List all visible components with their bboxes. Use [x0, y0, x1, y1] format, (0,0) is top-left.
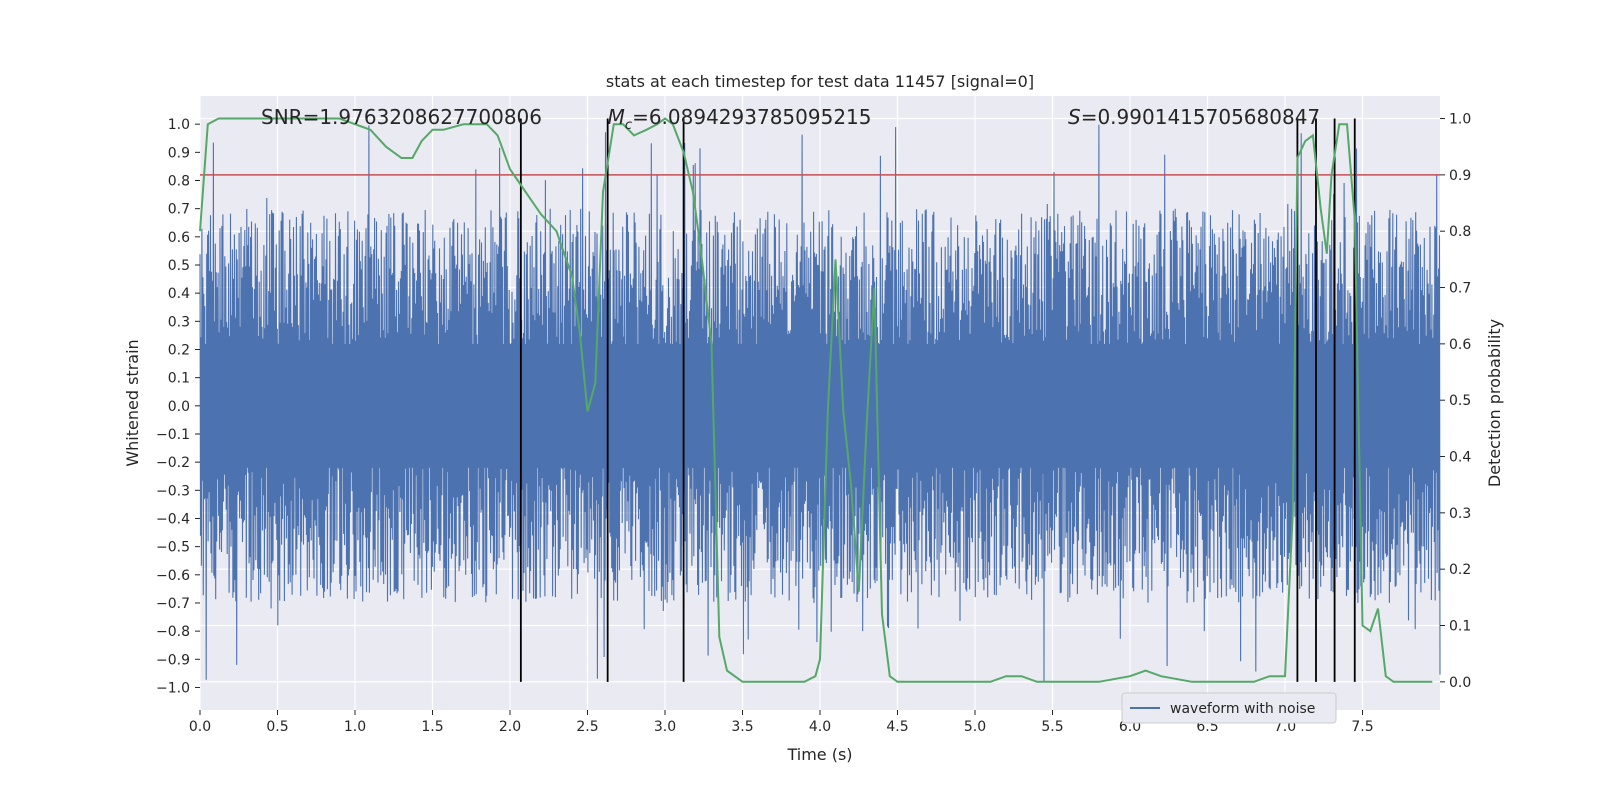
y-right-axis-ticks: 0.0 0.1 0.2 0.3 0.4 0.5 0.6 0.7 0.8 0.9 1.0 [1440, 112, 1471, 691]
x-tick-label: 2.0 [499, 719, 521, 735]
x-tick-label: 0.0 [189, 719, 211, 735]
y-left-axis-label: Whitened strain [123, 339, 142, 466]
annotation-snr: SNR=1.9763208627700806 [261, 105, 542, 129]
annotation-chirp-mass: Mc=6.0894293785095215 [608, 105, 872, 133]
x-tick-label: 1.0 [344, 719, 366, 735]
x-tick-label: 7.5 [1351, 719, 1373, 735]
x-axis-label: Time (s) [786, 745, 852, 764]
x-tick-label: 2.5 [576, 719, 598, 735]
y-left-tick-label: 1.0 [168, 117, 190, 133]
y-left-tick-label: −0.3 [156, 483, 190, 499]
y-left-tick-label: 0.2 [168, 342, 190, 358]
x-tick-label: 1.5 [421, 719, 443, 735]
y-left-tick-label: 0.6 [168, 230, 190, 246]
x-tick-label: 5.5 [1041, 719, 1063, 735]
x-tick-label: 3.5 [731, 719, 753, 735]
x-tick-label: 0.5 [266, 719, 288, 735]
annotations: SNR=1.9763208627700806 Mc=6.0894293785095… [261, 105, 1320, 133]
y-left-tick-label: −0.5 [156, 540, 190, 556]
y-left-axis-ticks: −1.0 −0.9 −0.8 −0.7 −0.6 −0.5 −0.4 −0.3 −0.2 −0.1… [156, 117, 200, 696]
x-tick-label: 3.0 [654, 719, 676, 735]
y-left-tick-label: −0.2 [156, 455, 190, 471]
waveform-core [200, 343, 1440, 468]
y-left-tick-label: 0.1 [168, 371, 190, 387]
y-left-tick-label: −0.1 [156, 427, 190, 443]
y-right-tick-label: 0.1 [1449, 619, 1471, 635]
y-right-tick-label: 0.6 [1449, 337, 1471, 353]
y-right-tick-label: 0.3 [1449, 506, 1471, 522]
y-right-tick-label: 1.0 [1449, 112, 1471, 128]
y-left-tick-label: 0.7 [168, 202, 190, 218]
y-right-tick-label: 0.4 [1449, 450, 1471, 466]
y-left-tick-label: 0.0 [168, 399, 190, 415]
x-tick-label: 5.0 [964, 719, 986, 735]
x-tick-label: 4.5 [886, 719, 908, 735]
y-right-tick-label: 0.0 [1449, 675, 1471, 691]
probability-line [199, 117, 1433, 683]
y-right-tick-label: 0.2 [1449, 562, 1471, 578]
x-tick-label: 4.0 [809, 719, 831, 735]
waveform-series [199, 124, 1441, 682]
y-left-tick-label: −0.4 [156, 511, 190, 527]
y-left-tick-label: −0.9 [156, 652, 190, 668]
y-left-tick-label: 0.5 [168, 258, 190, 274]
y-left-tick-label: 0.9 [168, 145, 190, 161]
y-left-tick-label: −0.8 [156, 624, 190, 640]
y-left-tick-label: 0.3 [168, 314, 190, 330]
legend: waveform with noise [1121, 692, 1337, 724]
y-right-tick-label: 0.7 [1449, 281, 1471, 297]
chart-title: stats at each timestep for test data 114… [606, 72, 1034, 91]
y-right-tick-label: 0.5 [1449, 393, 1471, 409]
legend-label: waveform with noise [1170, 701, 1315, 717]
y-right-axis-label: Detection probability [1485, 319, 1504, 487]
probability-series [199, 117, 1433, 683]
y-left-tick-label: −1.0 [156, 680, 190, 696]
y-right-tick-label: 0.8 [1449, 224, 1471, 240]
y-right-tick-label: 0.9 [1449, 168, 1471, 184]
y-left-tick-label: 0.8 [168, 173, 190, 189]
y-left-tick-label: −0.6 [156, 568, 190, 584]
legend-box [1121, 692, 1337, 724]
y-left-tick-label: 0.4 [168, 286, 190, 302]
annotation-s-stat: S=0.9901415705680847 [1068, 105, 1320, 129]
y-left-tick-label: −0.7 [156, 596, 190, 612]
